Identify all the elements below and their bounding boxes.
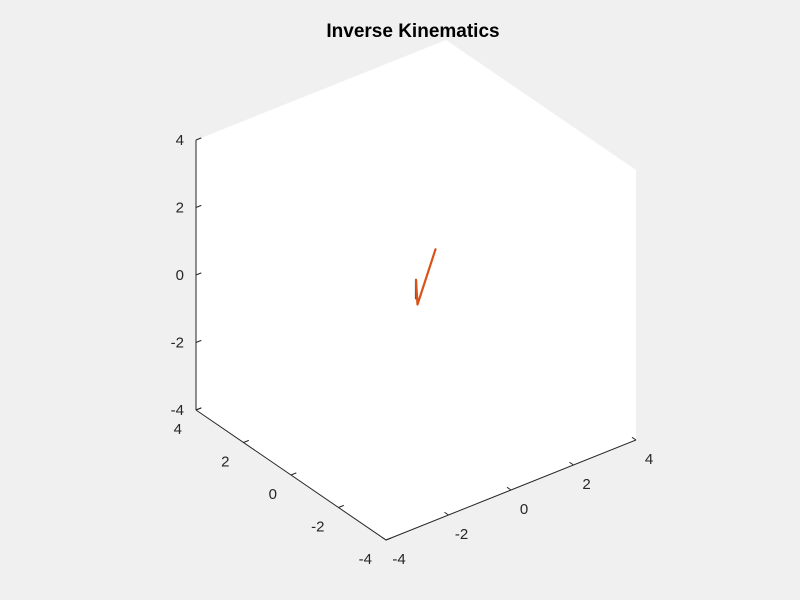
z-tick-mark	[195, 204, 202, 208]
y-tick-mark	[290, 472, 297, 476]
z-tick-mark	[195, 339, 202, 343]
z-tick-label: -2	[171, 335, 184, 352]
series-group	[414, 248, 437, 306]
z-tick-mark	[195, 272, 202, 276]
x-tick-mark	[506, 486, 512, 491]
y-tick-label: 4	[174, 421, 182, 438]
x-tick-label: 4	[645, 451, 653, 468]
y-tick-label: -4	[359, 551, 372, 568]
z-tick-mark	[195, 407, 202, 411]
ticks-group: -4 -2 0 2 4 -4 -2 0 2 4 -4 -2 0 2 4	[171, 132, 654, 568]
y-tick-label: -2	[311, 519, 324, 536]
x-tick-label: 2	[582, 476, 590, 493]
series-line-2	[414, 248, 437, 306]
y-tick-mark	[338, 504, 344, 508]
x-tick-label: 0	[520, 501, 528, 518]
y-tick-mark	[243, 439, 249, 443]
y-tick-label: 2	[221, 454, 229, 471]
x-tick-mark	[444, 511, 449, 516]
y-tick-mark	[385, 537, 392, 541]
x-tick-label: -2	[455, 526, 468, 543]
z-tick-label: -4	[171, 402, 184, 419]
z-tick-label: 4	[176, 132, 184, 149]
z-tick-mark	[195, 137, 202, 141]
y-tick-label: 0	[269, 486, 277, 503]
x-tick-label: -4	[392, 551, 405, 568]
z-tick-label: 0	[176, 267, 184, 284]
z-tick-label: 2	[176, 200, 184, 217]
chart-title: Inverse Kinematics	[326, 21, 499, 42]
x-tick-mark	[569, 461, 574, 466]
x-tick-mark	[631, 436, 637, 441]
x-tick-mark	[381, 536, 387, 541]
